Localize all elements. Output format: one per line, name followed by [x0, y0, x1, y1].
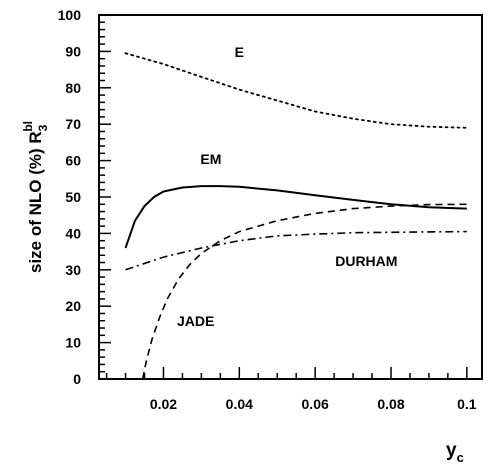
x-tick-label: 0.02: [150, 396, 177, 412]
y-tick-label: 40: [65, 225, 81, 241]
series-line-e: [124, 52, 468, 129]
series-line-durham: [125, 230, 467, 271]
tick-labels: 0.02 0.04 0.06 0.08 0.1 0 10 20 30 40 50 60 70 80 90 10…: [58, 7, 477, 412]
y-tick-label: 30: [65, 262, 81, 278]
y-tick-label: 60: [65, 153, 81, 169]
series-label-durham: DURHAM: [335, 253, 397, 269]
plot-frame: [98, 14, 483, 380]
y-tick-label: 50: [65, 189, 81, 205]
y-tick-label: 0: [73, 371, 81, 387]
y-tick-label: 90: [65, 43, 81, 59]
x-tick-label: 0.08: [377, 396, 404, 412]
y-tick-label: 100: [58, 7, 82, 23]
series-label-jade: JADE: [177, 313, 214, 329]
y-tick-label: 20: [65, 298, 81, 314]
y-tick-label: 80: [65, 80, 81, 96]
y-tick-label: 10: [65, 335, 81, 351]
y-tick-label: 70: [65, 116, 81, 132]
series-annotations: E EM DURHAM JADE: [177, 44, 397, 329]
series-lines: [124, 52, 468, 380]
series-label-em: EM: [200, 151, 221, 167]
x-tick-label: 0.06: [302, 396, 329, 412]
x-axis-label: yc: [446, 440, 464, 465]
y-axis-label: size of NLO (%) R3bl: [21, 121, 50, 273]
x-tick-label: 0.04: [226, 396, 253, 412]
x-tick-label: 0.1: [457, 396, 477, 412]
series-line-em: [124, 185, 467, 249]
series-label-e: E: [235, 44, 244, 60]
series-line-jade: [141, 203, 467, 380]
